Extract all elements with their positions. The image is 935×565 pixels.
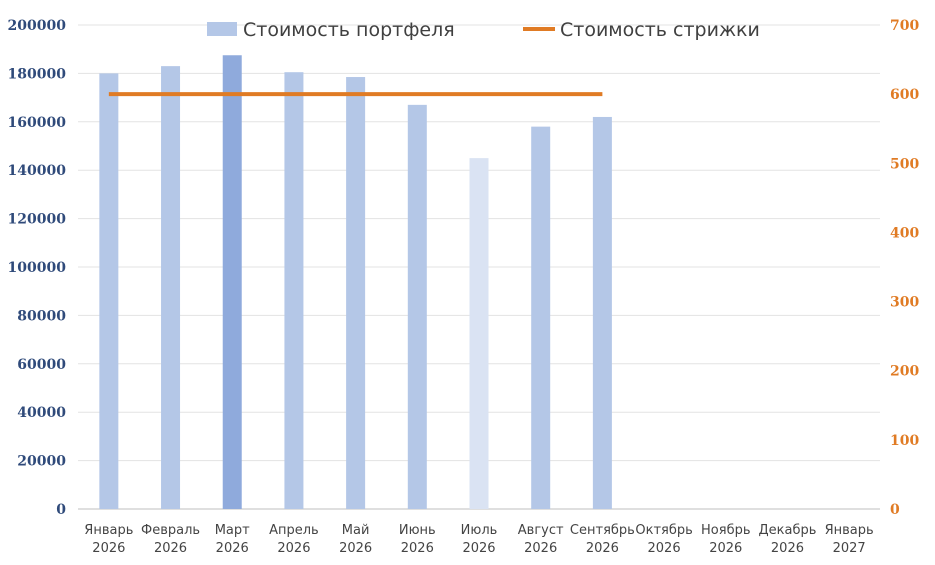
x-tick-label-month: Апрель <box>269 523 319 538</box>
x-tick-label-year: 2026 <box>154 541 187 556</box>
x-tick-label-year: 2026 <box>462 541 495 556</box>
legend-label-portfolio: Стоимость портфеля <box>243 19 455 41</box>
bar <box>531 126 551 509</box>
left-axis-tick-label: 140000 <box>8 163 67 179</box>
x-tick-label-year: 2026 <box>277 541 310 556</box>
x-tick-label-year: 2026 <box>709 541 742 556</box>
legend: Стоимость портфеля Стоимость стрижки <box>207 19 760 41</box>
x-tick-label-month: Декабрь <box>759 523 817 538</box>
x-tick-label-month: Январь <box>84 523 133 538</box>
x-tick-label-month: Май <box>342 523 370 538</box>
x-tick-label-month: Октябрь <box>635 523 692 538</box>
x-tick-label-month: Сентябрь <box>570 523 635 538</box>
x-tick-label-year: 2027 <box>833 541 866 556</box>
bar <box>222 55 242 509</box>
right-axis-tick-label: 500 <box>890 156 919 172</box>
left-axis-tick-label: 40000 <box>17 405 66 421</box>
x-tick-label-year: 2026 <box>648 541 681 556</box>
legend-label-haircut: Стоимость стрижки <box>560 19 760 41</box>
x-tick-label-month: Март <box>215 523 250 538</box>
right-axis-tick-label: 100 <box>890 433 919 449</box>
x-tick-label-month: Июль <box>461 523 498 538</box>
right-axis-tick-label: 600 <box>890 87 919 103</box>
left-axis-tick-label: 180000 <box>8 66 67 82</box>
x-tick-label-year: 2026 <box>216 541 249 556</box>
left-axis-tick-label: 20000 <box>17 454 66 470</box>
x-tick-label-month: Январь <box>825 523 874 538</box>
x-tick-label-month: Июнь <box>399 523 436 538</box>
left-axis-tick-label: 100000 <box>8 260 67 276</box>
legend-swatch-portfolio <box>207 22 237 36</box>
right-axis-tick-label: 0 <box>890 502 900 518</box>
left-axis-ticks: 0 20000 40000 60000 80000 100000 120000 140000 1… <box>8 18 67 518</box>
x-tick-label-year: 2026 <box>339 541 372 556</box>
bar <box>592 116 612 510</box>
right-axis-tick-label: 300 <box>890 295 919 311</box>
x-tick-label-month: Февраль <box>141 523 200 538</box>
left-axis-tick-label: 160000 <box>8 115 67 131</box>
left-axis-tick-label: 80000 <box>17 308 66 324</box>
bar <box>99 73 119 510</box>
x-tick-label-year: 2026 <box>771 541 804 556</box>
left-axis-tick-label: 60000 <box>17 357 66 373</box>
bar <box>407 104 427 510</box>
right-axis-tick-label: 200 <box>890 364 919 380</box>
x-tick-label-year: 2026 <box>92 541 125 556</box>
x-tick-label-year: 2026 <box>401 541 434 556</box>
left-axis-tick-label: 120000 <box>8 212 67 228</box>
x-axis-labels: Январь 2026 Февраль 2026 Март 2026 Апрель 2026 М… <box>84 523 873 556</box>
x-tick-label-year: 2026 <box>524 541 557 556</box>
right-axis-ticks: 0 100 200 300 400 500 600 700 <box>890 18 919 518</box>
x-tick-label-month: Август <box>518 523 564 538</box>
bar <box>161 66 181 509</box>
x-tick-label-month: Ноябрь <box>701 523 750 538</box>
bar-series-portfolio <box>99 55 612 510</box>
left-axis-tick-label: 200000 <box>8 18 67 34</box>
right-axis-tick-label: 400 <box>890 225 919 241</box>
bar <box>284 72 304 509</box>
bar <box>469 158 489 509</box>
bar <box>346 77 366 509</box>
right-axis-tick-label: 700 <box>890 18 919 34</box>
x-tick-label-year: 2026 <box>586 541 619 556</box>
left-axis-tick-label: 0 <box>56 502 66 518</box>
